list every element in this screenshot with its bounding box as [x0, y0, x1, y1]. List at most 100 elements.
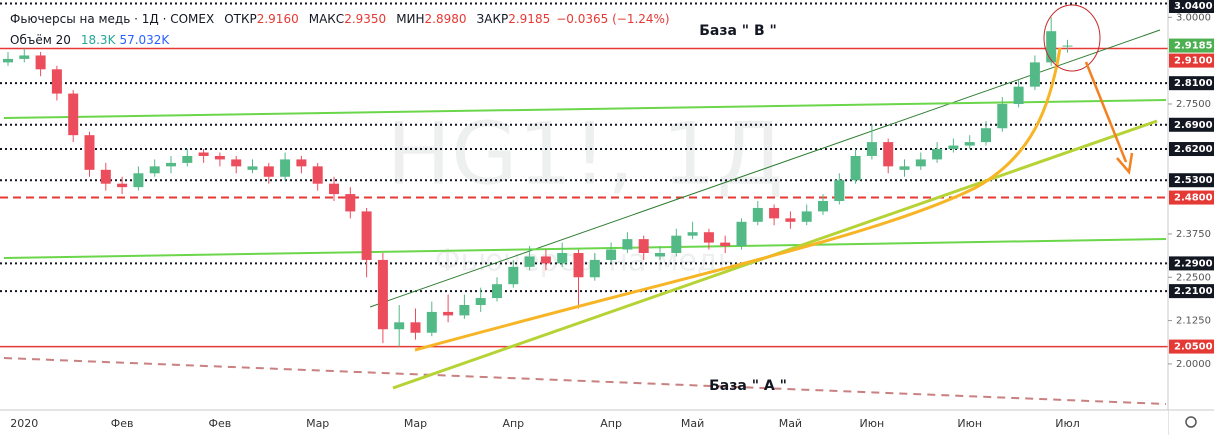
- candle-body: [1013, 86, 1024, 104]
- x-tick-label: Фев: [111, 417, 134, 430]
- price-label: 2.6200: [1174, 144, 1213, 155]
- candle-body: [280, 159, 291, 177]
- candle-body: [834, 180, 845, 202]
- stat-value: 2.9350: [344, 12, 386, 26]
- candle-body: [948, 145, 959, 150]
- candle-body: [752, 207, 763, 222]
- x-tick-label: Июл: [1055, 417, 1080, 430]
- candle-body: [899, 166, 910, 170]
- levels: [0, 2, 1168, 348]
- candle-body: [736, 221, 747, 247]
- price-label-box: [1169, 173, 1214, 188]
- price-label-box: [1169, 284, 1214, 299]
- y-tick-label: 2.7500: [1176, 99, 1211, 110]
- candle-body: [198, 152, 209, 156]
- stat-label: МАКС: [309, 12, 344, 26]
- candle-body: [785, 218, 796, 222]
- price-label-box: [1169, 0, 1214, 13]
- x-tick-label: Июн: [860, 417, 885, 430]
- price-label: 2.8100: [1174, 78, 1213, 89]
- price-axis: [1168, 0, 1214, 435]
- trend-line: [3, 357, 1167, 405]
- candle-body: [19, 55, 30, 59]
- volume-value: 18.3K: [81, 33, 117, 47]
- candle-body: [182, 155, 193, 163]
- candle-body: [981, 128, 991, 143]
- candle-body: [622, 239, 633, 250]
- y-tick-label: 3.0000: [1176, 12, 1211, 23]
- x-tick-label: Фев: [209, 417, 232, 430]
- candle-body: [1046, 31, 1057, 63]
- drawings-top: База " В " База " А ": [392, 4, 1158, 394]
- stat-value: 2.9185: [508, 12, 550, 26]
- annotation: База " В ": [699, 23, 777, 39]
- candle-body: [231, 159, 242, 167]
- x-tick-label: Мар: [404, 417, 427, 430]
- stat-label: МИН: [396, 12, 424, 26]
- price-label-box: [1169, 53, 1214, 68]
- candle-body: [524, 256, 535, 267]
- candles: [3, 17, 1073, 347]
- candle-body: [149, 166, 160, 174]
- settings-icon[interactable]: [1185, 416, 1197, 428]
- x-tick-label: Мар: [306, 417, 329, 430]
- trend-line: [369, 29, 1161, 308]
- price-label: 2.2900: [1174, 258, 1213, 269]
- candle-body: [410, 322, 421, 333]
- candle-body: [3, 58, 13, 63]
- candle-body: [573, 253, 584, 278]
- price-label: 2.4800: [1174, 193, 1213, 204]
- x-tick-label: Май: [681, 417, 704, 430]
- price-label: 2.9100: [1174, 56, 1213, 67]
- candle-body: [345, 194, 356, 212]
- candle-body: [866, 142, 877, 156]
- price-label-box: [1169, 142, 1214, 157]
- change: −0.0365 (−1.24%): [556, 12, 669, 26]
- trend-line: [3, 99, 1167, 119]
- price-label-box: [1169, 38, 1214, 53]
- candle-body: [703, 232, 714, 243]
- price-label-box: [1169, 76, 1214, 91]
- symbol-title: Фьючерсы на медь · 1Д · COMEX: [10, 12, 214, 26]
- annotation: База " А ": [709, 378, 787, 394]
- price-label-box: [1169, 339, 1214, 354]
- candle-body: [296, 159, 307, 167]
- stat-label: ОТКР: [224, 12, 257, 26]
- candle-body: [100, 169, 111, 184]
- stat-value: 2.9160: [257, 12, 299, 26]
- stat-value: 2.8980: [425, 12, 467, 26]
- price-label: 2.9185: [1174, 41, 1213, 52]
- watermark-symbol: HG1!, 1Д: [386, 104, 783, 204]
- y-tick-label: 2.1250: [1176, 316, 1211, 327]
- candle-body: [312, 166, 323, 184]
- candle-body: [638, 239, 649, 254]
- x-tick-label: 2020: [10, 417, 38, 430]
- volume-line: Объём 20 18.3K 57.032K: [10, 33, 170, 47]
- candle-body: [818, 201, 828, 212]
- price-label-box: [1169, 117, 1214, 132]
- y-tick-label: 2.3750: [1176, 229, 1211, 240]
- candle-body: [606, 249, 617, 260]
- candle-body: [361, 211, 372, 260]
- drawings: [3, 29, 1167, 405]
- candle-body: [459, 304, 470, 316]
- y-tick-label: 2.0000: [1176, 359, 1211, 370]
- candle-body: [475, 298, 486, 305]
- candle-body: [214, 155, 225, 160]
- candle-body: [68, 93, 79, 136]
- candle-body: [932, 149, 943, 160]
- candle-body: [540, 256, 551, 264]
- volume-label: Объём 20: [10, 33, 71, 47]
- price-label: 2.0500: [1174, 342, 1213, 353]
- candle-body: [84, 135, 95, 170]
- price-label: 2.6900: [1174, 120, 1213, 131]
- price-label: 3.0400: [1174, 1, 1213, 12]
- candle-body: [557, 253, 568, 264]
- stat-label: ЗАКР: [477, 12, 509, 26]
- candle-body: [1029, 62, 1040, 87]
- legend: Фьючерсы на медь · 1Д · COMEX ОТКР2.9160 М…: [10, 12, 670, 47]
- candle-body: [915, 159, 926, 167]
- candle-body: [589, 259, 600, 278]
- candle-body: [883, 142, 894, 167]
